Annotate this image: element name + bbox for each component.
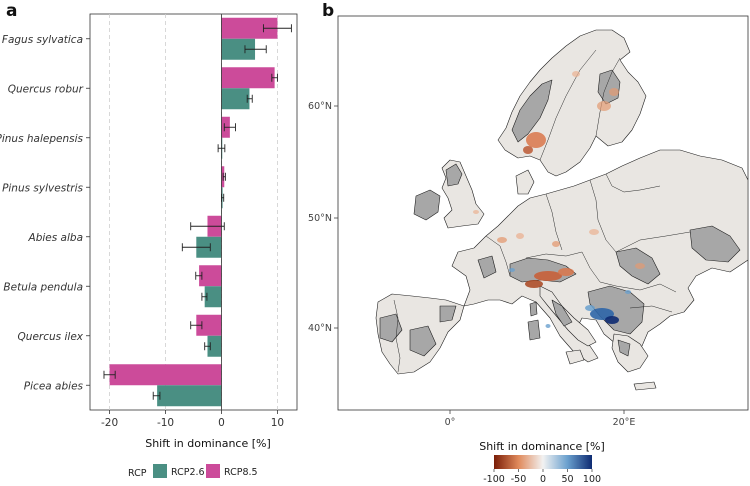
border-bulgaria (629, 305, 673, 313)
crete (633, 381, 657, 391)
iberia-dark-2 (409, 325, 437, 357)
gb-highlands (445, 163, 463, 187)
legend-swatch (206, 464, 220, 478)
bars (109, 14, 278, 410)
colorbar-label: 0 (540, 474, 546, 485)
colorbar-label: -100 (483, 474, 505, 485)
italy-apennines (551, 299, 573, 327)
bar-rcp85 (221, 17, 278, 39)
x-tick-label: -10 (157, 417, 174, 429)
error-bars (103, 24, 292, 400)
bar-rcp26 (204, 286, 222, 308)
bar-chart-panel: Fagus sylvatica Quercus robur Pinus halepe… (0, 13, 298, 479)
x-tick-label: 0 (218, 417, 225, 429)
x-axis-label: Shift in dominance [%] (145, 437, 271, 450)
border-hungary (581, 251, 617, 287)
bar-rcp85 (199, 265, 222, 287)
bar-rcp85 (109, 364, 222, 386)
species-label: Quercus robur (8, 83, 84, 95)
species-label: Pinus halepensis (0, 133, 84, 145)
bar-rcp26 (207, 335, 222, 357)
species-label: Pinus sylvestris (2, 182, 83, 194)
species-label: Picea abies (24, 380, 84, 392)
legend-title: RCP (128, 468, 147, 479)
bar-rcp26 (221, 38, 256, 60)
lon-tick-20e: 20°E (613, 417, 636, 428)
colorbar-label: 50 (561, 474, 573, 485)
border-france-germany (485, 235, 511, 277)
border-germany-poland (545, 193, 563, 251)
bar-rcp26 (157, 385, 222, 407)
species-label: Abies alba (28, 232, 83, 244)
species-label: Betula pendula (3, 281, 83, 293)
colorbar-labels: -100 -50 0 50 100 (483, 469, 601, 485)
species-label: Quercus ilex (18, 331, 84, 343)
positive-shift-patches (509, 268, 631, 328)
norway-dark-patch (511, 79, 553, 143)
sicily (565, 349, 585, 365)
border-norway-sweden (539, 49, 597, 161)
x-tick-label: 10 (271, 417, 284, 429)
border-poland-east (589, 179, 617, 253)
colorbar: Shift in dominance [%] -100 -50 0 50 100 (479, 440, 605, 485)
latitude-ticks: 60°N 50°N 40°N (308, 101, 338, 334)
lon-tick-0: 0° (445, 417, 456, 428)
panel-a-letter: a (6, 1, 17, 21)
ireland (413, 189, 441, 221)
border-spain-portugal (393, 299, 401, 373)
border-romania (615, 283, 677, 293)
iberia-dark-3 (439, 305, 457, 323)
denmark (515, 169, 535, 195)
x-axis-ticks: -20 -10 0 10 (101, 410, 284, 429)
bar-rcp26 (221, 88, 250, 110)
border-belarus-ukraine (615, 231, 691, 253)
legend-swatch (153, 464, 167, 478)
border-austria (525, 251, 583, 259)
colorbar-gradient (494, 455, 592, 469)
corsica (529, 301, 538, 317)
lat-tick-60: 60°N (308, 101, 332, 112)
lat-tick-50: 50°N (308, 213, 332, 224)
legend-label: RCP2.6 (171, 467, 205, 478)
colorbar-title: Shift in dominance [%] (479, 440, 605, 453)
longitude-ticks: 0° 20°E (445, 410, 636, 428)
lat-tick-40: 40°N (308, 323, 332, 334)
france-dark (477, 255, 497, 279)
panel-b-letter: b (322, 1, 334, 21)
border-sweden-finland (595, 57, 621, 137)
border-baltics (605, 173, 661, 193)
bar-rcp85 (221, 67, 275, 89)
x-tick-label: -20 (101, 417, 118, 429)
colorbar-label: -50 (511, 474, 527, 485)
greece-dark (617, 339, 631, 357)
east-dark (689, 225, 741, 263)
bar-rcp85 (196, 314, 222, 336)
species-labels: Fagus sylvatica Quercus robur Pinus halepe… (0, 34, 90, 392)
legend-label: RCP8.5 (224, 467, 258, 478)
europe-map: 60°N 50°N 40°N 0° 20°E Shift in dominanc… (308, 15, 749, 485)
colorbar-label: 100 (583, 474, 601, 485)
species-label: Fagus sylvatica (2, 34, 83, 46)
legend: RCP RCP2.6 RCP8.5 (128, 464, 258, 479)
map-content (375, 29, 748, 391)
sardinia (527, 319, 541, 341)
negative-shift-patches (473, 71, 645, 288)
